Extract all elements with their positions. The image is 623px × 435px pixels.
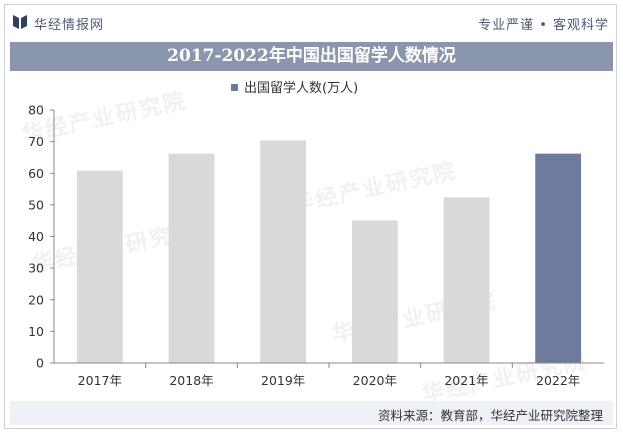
y-tick-label: 70 — [28, 134, 44, 149]
y-axis: 0 10 20 30 40 50 60 70 80 — [28, 103, 55, 371]
y-tick-label: 80 — [28, 103, 44, 118]
x-tick-label: 2017年 — [78, 373, 122, 388]
y-tick-label: 0 — [36, 356, 44, 371]
bars — [76, 140, 582, 363]
x-tick-label: 2021年 — [444, 373, 488, 388]
y-tick-label: 50 — [28, 197, 44, 212]
x-tick-label: 2022年 — [536, 373, 580, 388]
y-tick-label: 60 — [28, 166, 44, 181]
chart-title: 2017-2022年中国出国留学人数情况 — [10, 42, 613, 71]
x-tick-label: 2018年 — [169, 373, 213, 388]
bar-2017年 — [76, 170, 123, 363]
header-bar: 华经情报网 专业严谨 • 客观科学 — [10, 10, 613, 36]
brand-logo-icon — [13, 15, 27, 29]
bar-2020年 — [351, 220, 398, 363]
legend-marker — [231, 84, 238, 91]
x-axis: 2017年 2018年 2019年 2020年 2021年 2022年 — [54, 362, 604, 388]
brand-name: 华经情报网 — [34, 18, 105, 33]
footer: 资料来源：教育部，华经产业研究院整理 — [10, 401, 613, 425]
x-tick-label: 2020年 — [353, 373, 397, 388]
source-note: 资料来源：教育部，华经产业研究院整理 — [377, 408, 603, 423]
x-tick-label: 2019年 — [261, 373, 305, 388]
bar-2022年 — [535, 153, 582, 363]
y-tick-label: 10 — [28, 324, 44, 339]
y-tick-label: 40 — [28, 229, 44, 244]
legend: 出国留学人数(万人) — [231, 80, 358, 96]
legend-label: 出国留学人数(万人) — [244, 80, 358, 96]
y-tick-label: 20 — [28, 292, 44, 307]
bar-2019年 — [260, 140, 307, 363]
y-tick-label: 30 — [28, 261, 44, 276]
bar-2018年 — [168, 153, 215, 363]
tagline: 专业严谨 • 客观科学 — [478, 18, 609, 33]
bar-2021年 — [443, 197, 490, 363]
